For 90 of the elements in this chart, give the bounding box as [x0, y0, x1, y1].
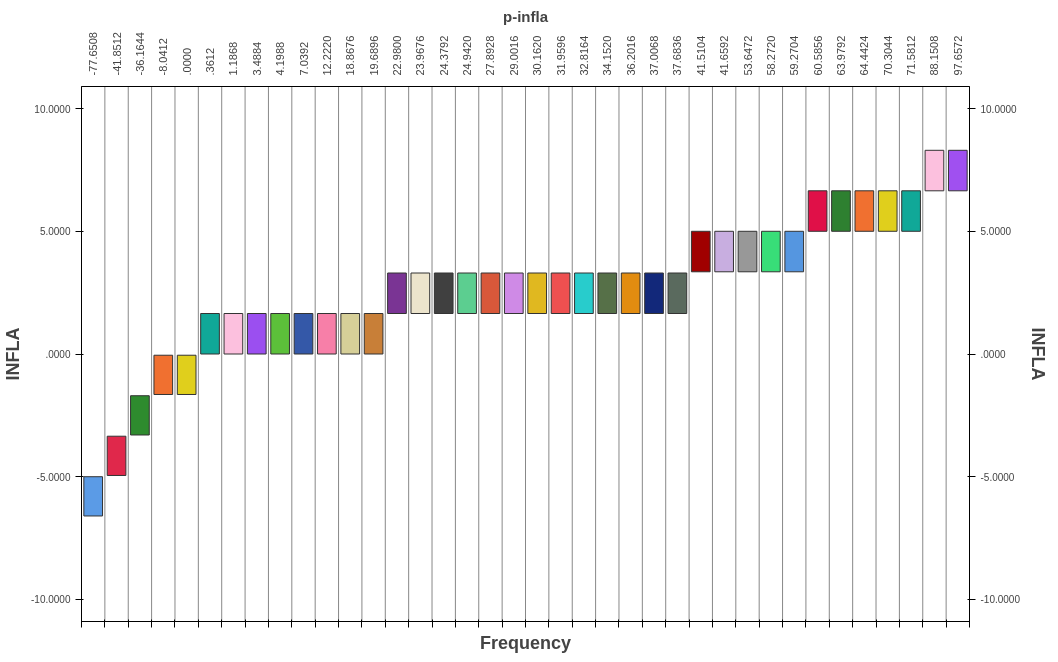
- x-tick-label: 29.0016: [507, 35, 520, 76]
- x-tick-label: 64.4424: [858, 35, 871, 76]
- bar: [130, 395, 150, 436]
- bar: [924, 149, 945, 192]
- y2-axis-title: INFLA: [1027, 327, 1048, 381]
- x-tick-label: 4.1988: [274, 41, 287, 76]
- y2-tick-label: 10.0000: [980, 103, 1018, 115]
- x-tick-label: 59.2704: [788, 35, 801, 76]
- x-tick-label: 41.6592: [718, 35, 731, 76]
- bar: [947, 149, 968, 192]
- x-tick-label: -8.0412: [157, 38, 170, 76]
- bar: [317, 313, 337, 355]
- bar: [527, 272, 548, 315]
- bar: [363, 313, 384, 355]
- bar: [620, 272, 641, 315]
- bar: [901, 190, 921, 232]
- bar: [457, 272, 477, 315]
- x-tick-label: 88.1508: [928, 35, 941, 76]
- x-tick-label: 12.2220: [320, 35, 333, 76]
- bar: [176, 354, 197, 395]
- x-tick-label: 24.9420: [461, 35, 474, 76]
- bar: [831, 190, 851, 232]
- bar: [223, 313, 244, 355]
- x-tick-label: 36.2016: [624, 35, 637, 76]
- bar: [387, 272, 407, 315]
- bar: [246, 313, 267, 355]
- bar: [690, 230, 711, 273]
- bar: [784, 230, 805, 273]
- x-tick-label: 53.6472: [741, 35, 754, 76]
- y-tick-label: 10.0000: [34, 103, 71, 115]
- bar: [83, 476, 104, 517]
- y-tick-label: -5.0000: [36, 471, 71, 483]
- x-tick-label: 3.4884: [250, 41, 263, 76]
- bar: [854, 190, 875, 232]
- x-tick-label: 34.1520: [601, 35, 614, 76]
- x-tick-label: 30.1620: [531, 35, 544, 76]
- bar: [153, 354, 174, 395]
- y2-tick-label: -5.0000: [980, 471, 1015, 483]
- chart-title: p-infla: [503, 7, 549, 25]
- bar: [433, 272, 454, 315]
- bar: [200, 313, 220, 355]
- y2-tick-label: 5.0000: [980, 226, 1012, 238]
- bar: [340, 313, 361, 355]
- bar: [270, 313, 290, 355]
- x-tick-label: -41.8512: [110, 32, 123, 76]
- y2-tick-label: -10.0000: [980, 594, 1021, 606]
- y-tick-label: .0000: [45, 349, 71, 360]
- bar: [807, 190, 828, 232]
- x-tick-label: 37.6836: [671, 35, 684, 76]
- x-tick-label: 97.6572: [951, 35, 964, 76]
- x-tick-label: 19.6896: [367, 35, 380, 76]
- x-tick-label: 63.9792: [834, 35, 847, 76]
- y-tick-label: -10.0000: [31, 594, 71, 606]
- x-tick-label: -36.1644: [133, 32, 146, 76]
- x-tick-label: 31.9596: [554, 35, 567, 76]
- y-axis-title: INFLA: [3, 327, 24, 381]
- x-tick-label: 18.8676: [344, 35, 357, 76]
- bar: [106, 435, 127, 476]
- x-tick-label: 24.3792: [437, 35, 450, 76]
- bar: [503, 272, 524, 315]
- bar: [644, 272, 664, 315]
- bar: [667, 272, 688, 315]
- x-tick-label: .3612: [204, 47, 217, 76]
- bar: [877, 190, 898, 232]
- x-tick-label: 27.8928: [484, 35, 497, 76]
- bar: [293, 313, 314, 355]
- y-tick-label: 5.0000: [39, 226, 71, 238]
- x-tick-label: 32.8164: [577, 35, 590, 76]
- x-tick-label: .0000: [180, 47, 193, 76]
- x-axis-title: Frequency: [479, 632, 572, 653]
- bar: [410, 272, 431, 315]
- bar: [737, 230, 758, 273]
- x-tick-label: 58.2720: [764, 35, 777, 76]
- bar: [714, 230, 734, 273]
- bar: [597, 272, 618, 315]
- x-tick-label: 22.9800: [390, 35, 403, 76]
- bar: [574, 272, 594, 315]
- x-tick-label: 37.0068: [648, 35, 661, 76]
- x-tick-label: 70.3044: [881, 35, 894, 76]
- x-tick-label: -77.6508: [87, 32, 100, 76]
- bar: [550, 272, 571, 315]
- bar: [480, 272, 501, 315]
- bar: [761, 230, 781, 273]
- x-tick-label: 1.1868: [227, 41, 240, 76]
- x-tick-label: 60.5856: [811, 35, 824, 76]
- x-tick-label: 71.5812: [905, 35, 918, 76]
- y2-tick-label: .0000: [980, 349, 1006, 360]
- x-tick-label: 23.9676: [414, 35, 427, 76]
- x-tick-label: 7.0392: [297, 41, 310, 76]
- x-tick-label: 41.5104: [694, 35, 707, 76]
